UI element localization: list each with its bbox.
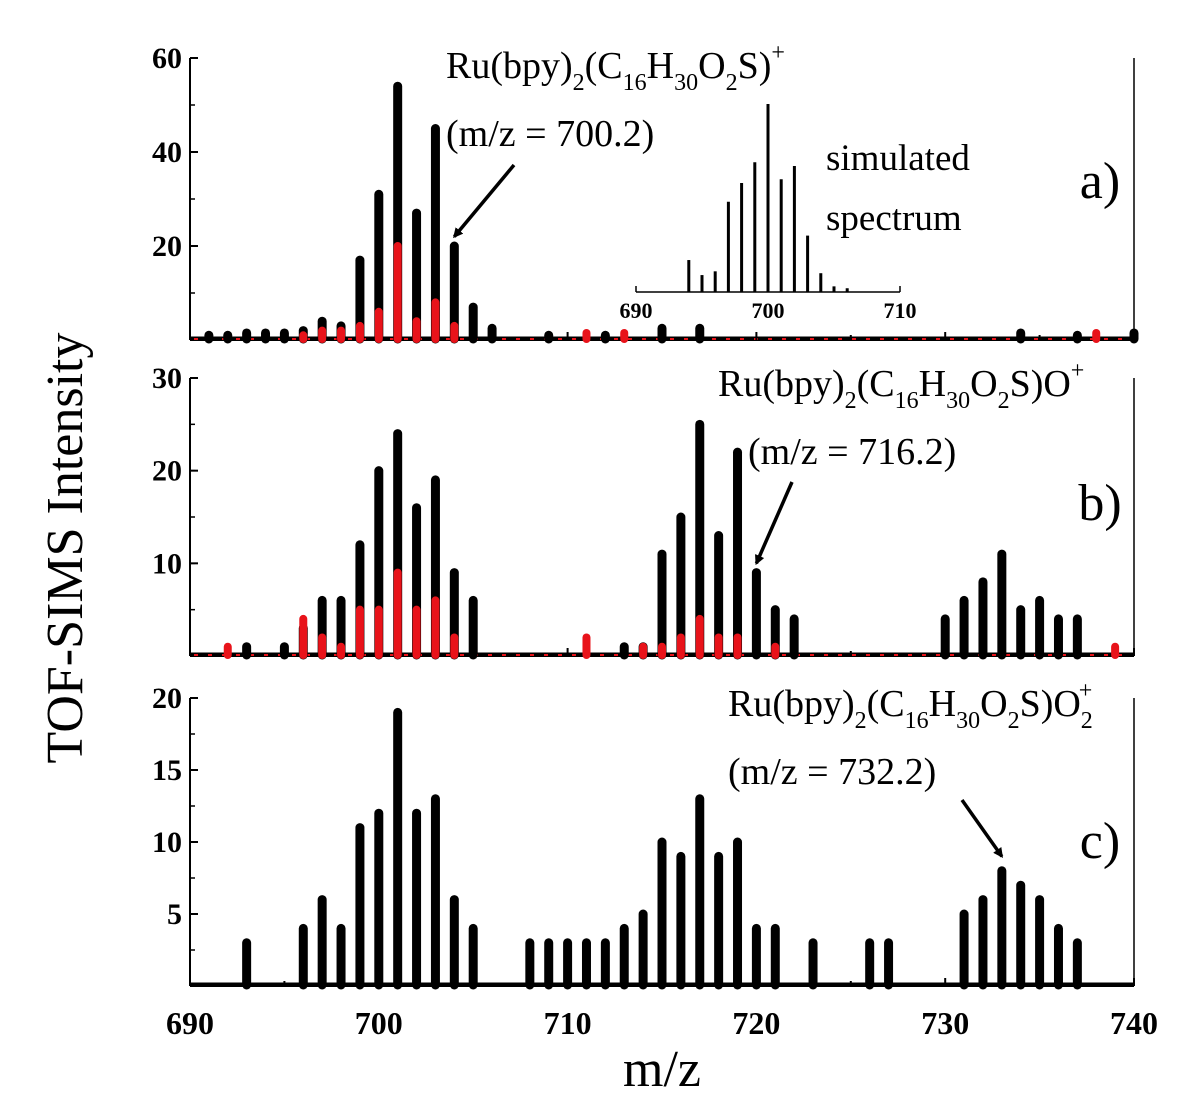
y-tick-label: 20 — [152, 230, 182, 263]
y-tick-label: 10 — [152, 547, 182, 580]
y-tick-label: 20 — [152, 682, 182, 715]
panel-c: 5 10 15 20 c) Ru(bpy)2(C16H30O2S)O2+ (m/z = 73… — [152, 678, 1135, 990]
mz-value-label: (m/z = 732.2) — [728, 751, 936, 793]
panel-label: c) — [1080, 813, 1120, 870]
annotation-arrow — [754, 481, 794, 566]
inset-x-tick-label: 710 — [884, 298, 917, 323]
x-tick-label: 700 — [355, 1005, 403, 1041]
panel-b: 10 20 30 b) Ru(bpy)2(C16H30O2S)O+ (m/z = 716.… — [152, 358, 1135, 660]
x-tick-label: 690 — [166, 1005, 214, 1041]
x-tick-label: 740 — [1110, 1005, 1158, 1041]
inset-title-line: simulated — [826, 138, 970, 179]
x-tick-label: 730 — [921, 1005, 969, 1041]
y-tick-label: 60 — [152, 42, 182, 75]
y-tick-label: 5 — [167, 898, 182, 931]
ion-formula-label: Ru(bpy)2(C16H30O2S)+ — [446, 40, 785, 96]
x-tick-label: 720 — [732, 1005, 780, 1041]
inset-x-tick-label: 690 — [620, 298, 653, 323]
annotation-arrow — [452, 163, 516, 239]
panel-label: b) — [1078, 475, 1121, 532]
x-axis-title: m/z — [623, 1041, 701, 1094]
mz-value-label: (m/z = 700.2) — [446, 113, 654, 155]
y-tick-label: 15 — [152, 754, 182, 787]
y-tick-label: 30 — [152, 362, 182, 395]
annotation-arrow — [960, 798, 1004, 859]
mz-value-label: (m/z = 716.2) — [748, 431, 956, 473]
panel-label: a) — [1080, 153, 1120, 210]
simulated-spectrum-inset: 690 700 710 simulated spectrum — [620, 104, 970, 323]
panel-a: 20 40 60 a) Ru(bpy)2(C16H30O2S)+ (m/z = 700.2… — [152, 40, 1139, 344]
ion-formula-label: Ru(bpy)2(C16H30O2S)O2+ — [728, 678, 1093, 734]
y-tick-label: 20 — [152, 455, 182, 488]
y-axis-title: TOF-SIMS Intensity — [37, 333, 94, 764]
ion-formula-label: Ru(bpy)2(C16H30O2S)O+ — [718, 358, 1084, 414]
inset-x-tick-label: 700 — [752, 298, 785, 323]
inset-title-line: spectrum — [826, 198, 962, 239]
x-axis-tick-labels: 690 700 710 720 730 740 — [166, 1005, 1158, 1041]
x-tick-label: 710 — [544, 1005, 592, 1041]
y-tick-label: 40 — [152, 136, 182, 169]
y-tick-label: 10 — [152, 826, 182, 859]
